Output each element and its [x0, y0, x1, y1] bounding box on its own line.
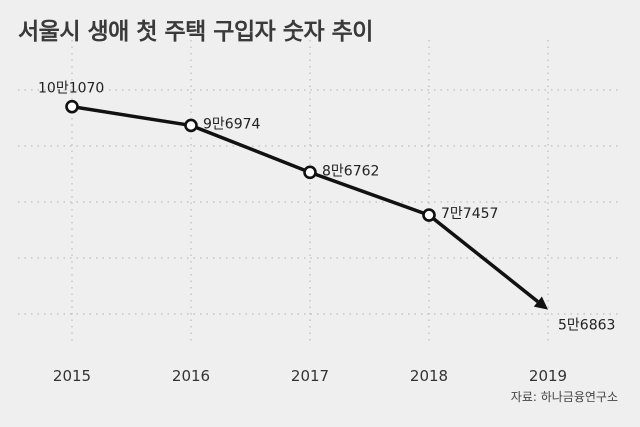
data-label-2016: 9만6974	[203, 116, 261, 132]
data-point-2015	[65, 99, 79, 114]
data-point-2016	[184, 118, 198, 133]
x-axis-ticks: 2015 2016 2017 2018 2019	[53, 367, 567, 385]
grid	[18, 40, 622, 345]
data-label-2015: 10만1070	[38, 81, 104, 97]
data-label-2017: 8만6762	[322, 163, 379, 179]
data-label-2019: 5만6863	[558, 318, 615, 334]
x-tick-label-2015: 2015	[53, 367, 91, 385]
x-tick-label-2017: 2017	[291, 367, 329, 385]
data-marks: 10만1070 9만6974 8만6762 7만7457 5만6863	[38, 81, 615, 334]
data-point-2017	[303, 165, 317, 180]
x-tick-label-2018: 2018	[410, 367, 448, 385]
data-point-arrow-2019	[533, 296, 548, 310]
series-line	[71, 104, 539, 303]
x-tick-label-2016: 2016	[172, 367, 210, 385]
chart-title: 서울시 생애 첫 주택 구입자 숫자 추이	[18, 19, 373, 45]
data-label-2018: 7만7457	[441, 206, 498, 222]
x-tick-label-2019: 2019	[529, 367, 567, 385]
data-point-2018	[422, 208, 436, 222]
source-note: 자료: 하나금융연구소	[510, 390, 618, 404]
